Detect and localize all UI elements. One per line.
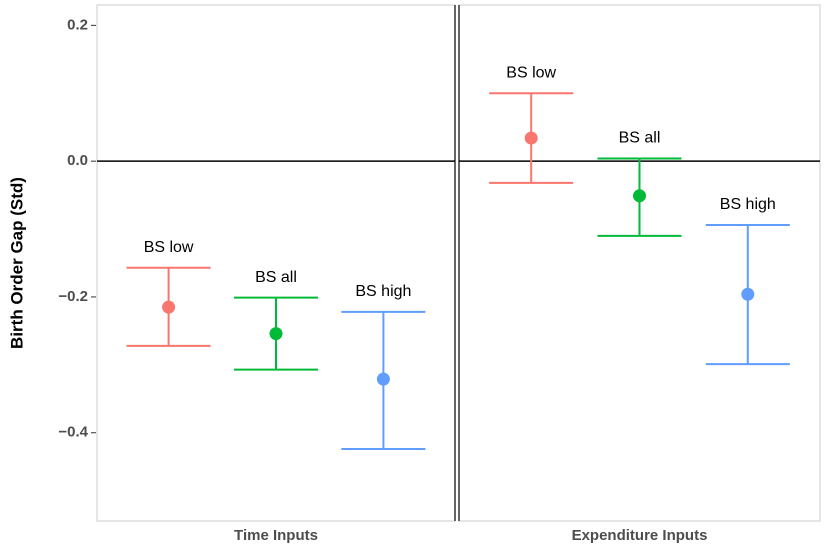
x-tick-label: Time Inputs [234, 527, 318, 544]
data-label: BS all [619, 130, 661, 147]
y-axis-label: Birth Order Gap (Std) [7, 177, 26, 349]
point [162, 300, 176, 314]
point [633, 189, 646, 203]
y-tick-label: 0.2 [67, 16, 88, 33]
data-label: BS low [506, 64, 556, 81]
panel [96, 4, 456, 522]
panel [458, 4, 821, 522]
data-label: BS high [720, 196, 776, 213]
x-tick-label: Expenditure Inputs [572, 527, 708, 544]
data-label: BS low [144, 239, 194, 256]
y-tick-label: −0.2 [58, 288, 88, 305]
point [376, 372, 390, 386]
data-label: BS high [355, 283, 411, 300]
y-tick-label: −0.4 [58, 424, 88, 441]
point [269, 327, 283, 341]
point [741, 287, 755, 301]
y-tick-label: 0.0 [67, 152, 88, 169]
data-label: BS all [255, 269, 297, 286]
point [524, 131, 538, 145]
